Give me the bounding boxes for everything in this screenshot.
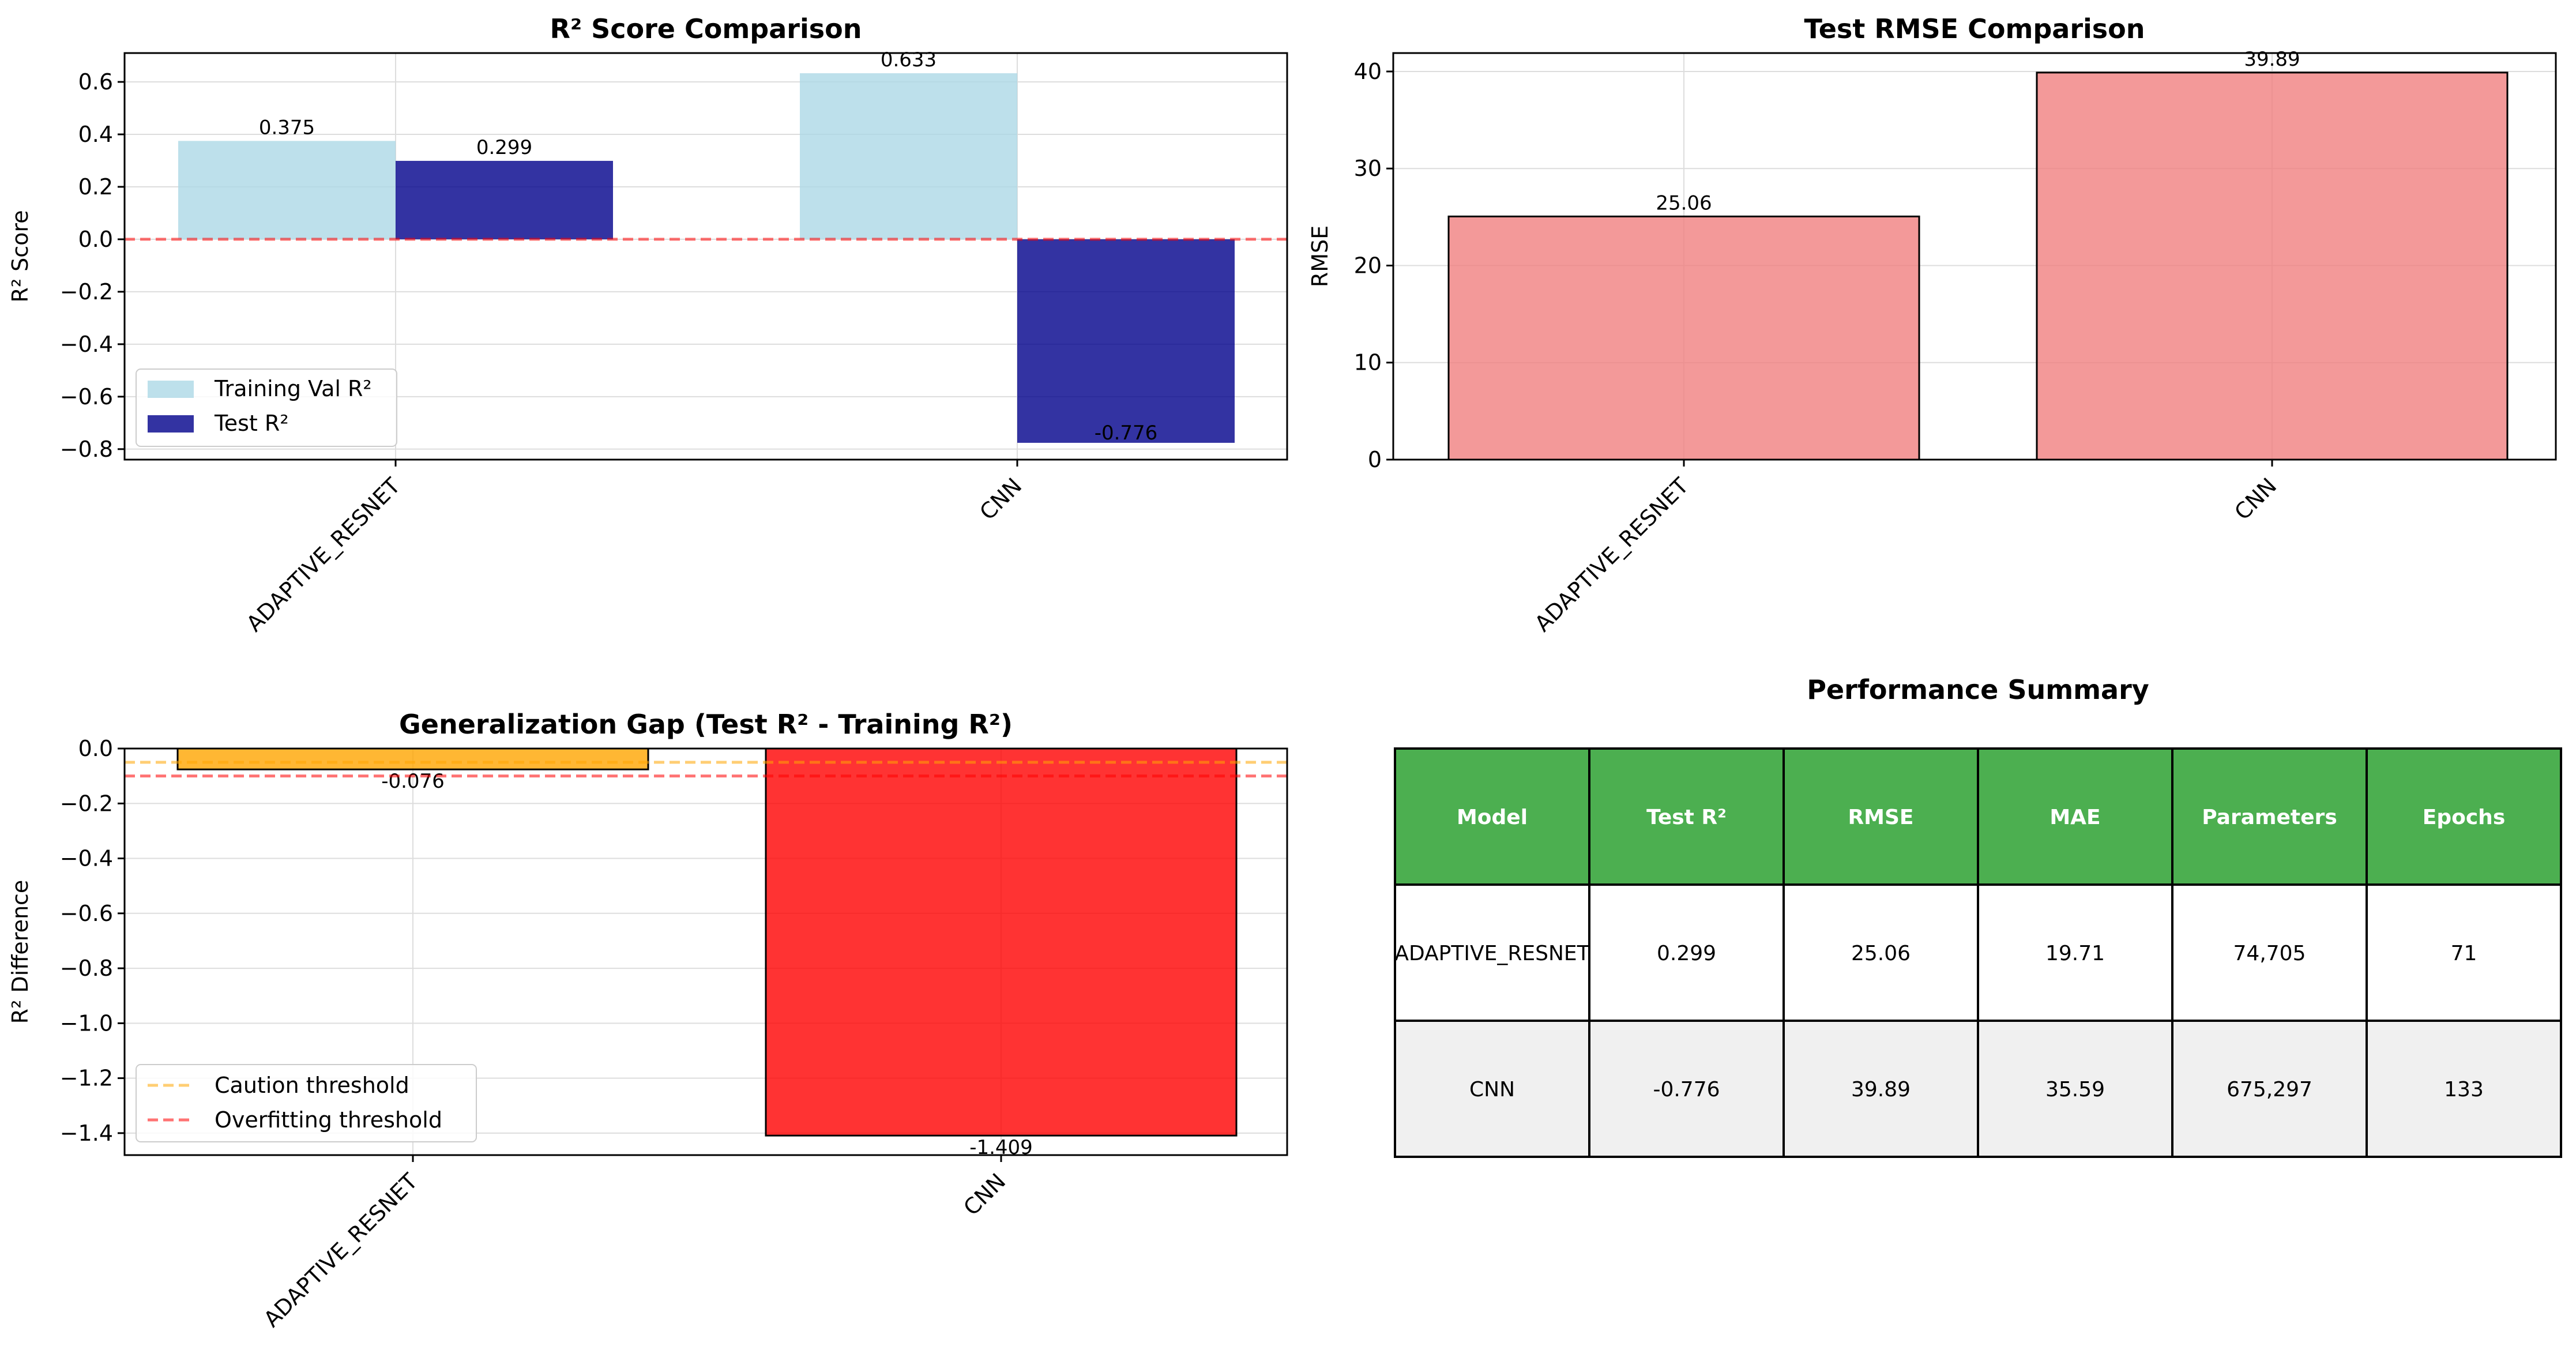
legend-label: Test R² bbox=[214, 411, 289, 436]
bar-generalization-gap bbox=[176, 747, 649, 770]
table-header-cell bbox=[1977, 747, 2173, 886]
table-cell bbox=[1394, 1020, 1590, 1158]
table-header-label: MAE bbox=[2049, 806, 2100, 829]
legend-label: Caution threshold bbox=[215, 1073, 409, 1098]
y-tick-label: 20 bbox=[1354, 253, 1382, 278]
y-axis-label: RMSE bbox=[1307, 225, 1333, 287]
table-cell-value: 675,297 bbox=[2227, 1078, 2312, 1101]
y-tick-label: 0.0 bbox=[78, 736, 113, 761]
bar-rmse bbox=[1447, 215, 1920, 461]
data-label: 39.89 bbox=[2244, 48, 2300, 71]
table-cell-value: 0.299 bbox=[1657, 942, 1716, 965]
chart-title: Test RMSE Comparison bbox=[1804, 13, 2145, 44]
legend-swatch bbox=[148, 415, 194, 433]
table-cell-value: 19.71 bbox=[2045, 942, 2105, 965]
y-tick-label: −1.2 bbox=[60, 1066, 113, 1091]
y-tick-label: −0.4 bbox=[60, 846, 113, 871]
bar-test-r2 bbox=[396, 160, 613, 239]
table-cell bbox=[1977, 1020, 2173, 1158]
y-axis-label: R² Score bbox=[7, 210, 33, 302]
y-tick-label: −0.8 bbox=[60, 437, 113, 462]
table-cell-value: 39.89 bbox=[1851, 1078, 1911, 1101]
y-tick-label: −0.8 bbox=[60, 956, 113, 981]
table-cell-value: 25.06 bbox=[1851, 942, 1911, 965]
x-tick-label: CNN bbox=[975, 473, 1026, 525]
table-cell-value: CNN bbox=[1469, 1078, 1515, 1101]
y-axis-label: R² Difference bbox=[7, 880, 33, 1024]
generalization-gap-chart: Generalization Gap (Test R² - Training R… bbox=[7, 709, 1288, 1332]
legend-label: Training Val R² bbox=[214, 376, 372, 401]
x-tick-label: ADAPTIVE_RESNET bbox=[1530, 473, 1694, 637]
y-tick-label: −1.0 bbox=[60, 1010, 113, 1036]
table-cell-value: 35.59 bbox=[2045, 1078, 2105, 1101]
table-cell-value: 133 bbox=[2444, 1078, 2484, 1101]
table-cell bbox=[1588, 883, 1785, 1022]
x-tick-label: CNN bbox=[958, 1168, 1010, 1220]
table-cell-value: ADAPTIVE_RESNET bbox=[1394, 942, 1590, 965]
table-header-cell bbox=[1588, 747, 1785, 886]
y-tick-label: −0.2 bbox=[60, 279, 113, 304]
y-tick-label: 0.2 bbox=[78, 174, 113, 200]
performance-summary-table: Performance Summary Model Test R² RMSE MAE Pa… bbox=[1394, 674, 2562, 1158]
legend-box bbox=[136, 1064, 477, 1142]
legend-label: Overfitting threshold bbox=[215, 1107, 442, 1133]
y-tick-label: 30 bbox=[1354, 156, 1382, 181]
table-header-cell bbox=[2366, 747, 2562, 886]
table-cell bbox=[2366, 883, 2562, 1022]
bar-generalization-gap bbox=[765, 747, 1238, 1137]
y-tick-label: 0.6 bbox=[78, 69, 113, 95]
chart-title: Generalization Gap (Test R² - Training R… bbox=[399, 709, 1013, 740]
table-cell bbox=[1588, 1020, 1785, 1158]
y-tick-label: −1.4 bbox=[60, 1120, 113, 1146]
bar-rmse bbox=[2036, 72, 2509, 461]
table-header-label: Epochs bbox=[2423, 806, 2506, 829]
y-tick-label: −0.6 bbox=[60, 384, 113, 409]
table-header-label: Parameters bbox=[2202, 806, 2337, 829]
y-tick-label: 10 bbox=[1354, 350, 1382, 375]
legend-swatch bbox=[148, 381, 194, 398]
plot-frame bbox=[1392, 52, 2557, 461]
table-cell-value: 74,705 bbox=[2233, 942, 2306, 965]
bar-training-val-r2 bbox=[800, 73, 1017, 239]
table-header-label: RMSE bbox=[1848, 806, 1913, 829]
chart-title: R² Score Comparison bbox=[550, 13, 862, 44]
table-header-label: Test R² bbox=[1646, 806, 1727, 829]
y-tick-label: −0.6 bbox=[60, 901, 113, 926]
y-tick-label: −0.2 bbox=[60, 791, 113, 816]
data-label: 0.299 bbox=[476, 136, 532, 159]
table-title: Performance Summary bbox=[1807, 674, 2149, 705]
y-tick-label: 0 bbox=[1368, 447, 1382, 472]
test-rmse-comparison-chart: Test RMSE Comparison 0 10 20 30 40 RMSE 25.06 39… bbox=[1307, 13, 2557, 637]
legend: Training Val R² Test R² bbox=[136, 368, 397, 447]
data-label: 0.633 bbox=[881, 48, 937, 72]
y-tick-label: 0.4 bbox=[78, 122, 113, 147]
bar-training-val-r2 bbox=[178, 141, 396, 239]
data-label: 0.375 bbox=[259, 116, 315, 139]
r2-score-comparison-chart: R² Score Comparison 0.6 0.4 0.2 0.0 −0.2 −0.4 −… bbox=[7, 13, 1288, 637]
table-cell bbox=[2366, 1020, 2562, 1158]
x-tick-label: CNN bbox=[2229, 473, 2281, 525]
y-tick-label: 0.0 bbox=[78, 227, 113, 252]
data-label: -0.076 bbox=[381, 770, 445, 793]
plot-frame bbox=[123, 52, 1288, 461]
table-header-label: Model bbox=[1457, 806, 1528, 829]
table-cell bbox=[1782, 1020, 1979, 1158]
x-tick-label: ADAPTIVE_RESNET bbox=[242, 473, 405, 637]
table-cell-value: 71 bbox=[2451, 942, 2477, 965]
data-label: 25.06 bbox=[1656, 191, 1712, 215]
legend-box bbox=[136, 368, 397, 447]
table-header-cell bbox=[1394, 747, 1590, 886]
plot-frame bbox=[123, 747, 1288, 1156]
x-tick-label: ADAPTIVE_RESNET bbox=[259, 1168, 423, 1332]
table-cell-value: -0.776 bbox=[1653, 1078, 1720, 1101]
table-cell bbox=[1394, 883, 1590, 1022]
y-tick-label: 40 bbox=[1354, 59, 1382, 84]
legend: Caution threshold Overfitting threshold bbox=[136, 1064, 477, 1142]
bar-test-r2 bbox=[1017, 239, 1235, 443]
data-label: -0.776 bbox=[1095, 422, 1158, 445]
table-header-cell bbox=[2171, 747, 2368, 886]
table-cell bbox=[2171, 1020, 2368, 1158]
y-tick-label: −0.4 bbox=[60, 332, 113, 357]
